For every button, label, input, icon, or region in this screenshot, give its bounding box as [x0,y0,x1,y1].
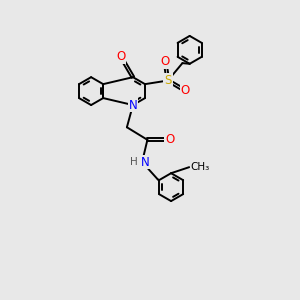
Text: H: H [130,157,138,167]
Text: N: N [141,155,150,169]
Text: O: O [165,133,174,146]
Text: CH₃: CH₃ [191,162,210,172]
Text: O: O [160,55,169,68]
Text: S: S [164,74,172,87]
Text: O: O [116,50,125,63]
Text: N: N [129,99,137,112]
Text: O: O [181,84,190,97]
